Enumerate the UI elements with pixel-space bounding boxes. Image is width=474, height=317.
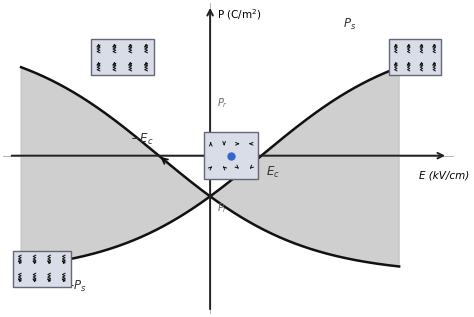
Text: $-E_c$: $-E_c$ — [130, 132, 154, 146]
Text: $E_c$: $E_c$ — [266, 165, 280, 180]
Bar — [12, 251, 71, 287]
Text: P (C/m$^2$): P (C/m$^2$) — [218, 7, 262, 22]
Polygon shape — [21, 67, 399, 267]
Text: E (kV/cm): E (kV/cm) — [419, 171, 469, 180]
Text: $P_r$: $P_r$ — [218, 97, 228, 110]
Text: $P_r$: $P_r$ — [218, 201, 228, 215]
Text: $P_s$: $P_s$ — [343, 17, 356, 32]
Bar — [91, 39, 154, 75]
Text: $-P_s$: $-P_s$ — [64, 279, 87, 294]
Bar — [390, 39, 441, 75]
Bar — [204, 132, 258, 179]
